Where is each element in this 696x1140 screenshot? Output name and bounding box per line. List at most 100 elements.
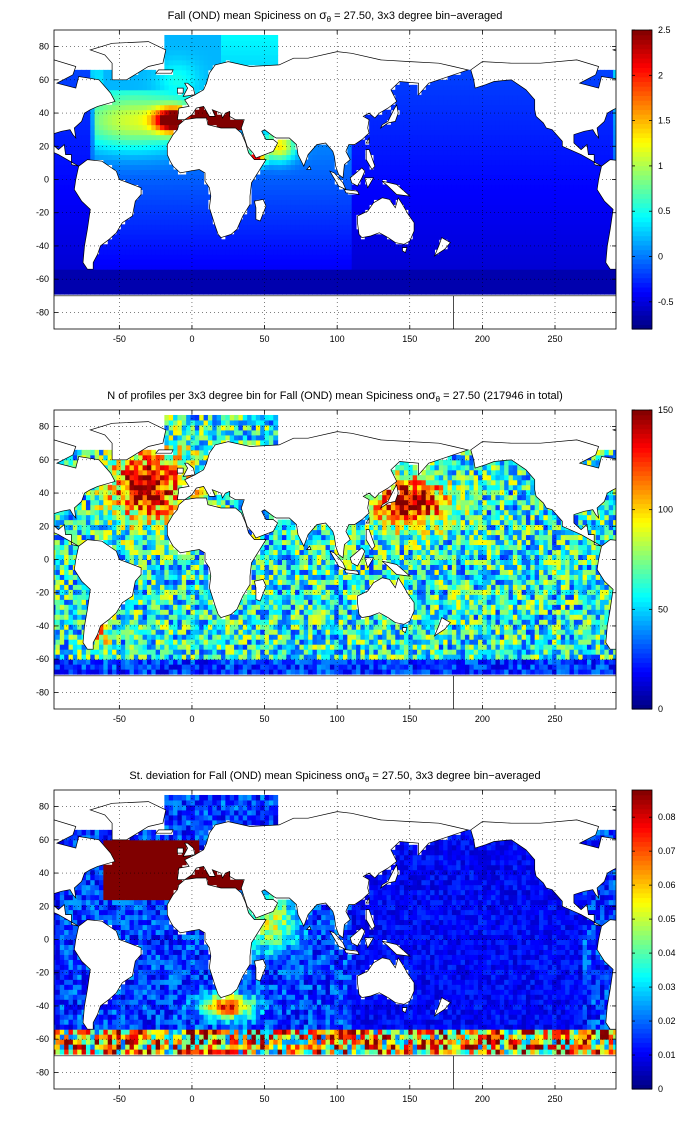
bin-cell	[456, 229, 462, 235]
bin-cell	[604, 119, 610, 126]
bin-cell	[312, 269, 318, 275]
bin-cell	[54, 164, 56, 171]
bin-cell	[512, 229, 518, 235]
bin-cell	[373, 279, 379, 285]
bin-cell	[390, 274, 396, 280]
bin-cell	[447, 214, 453, 220]
bin-cell	[464, 279, 470, 285]
bin-cell	[399, 124, 405, 131]
bin-cell	[456, 164, 462, 171]
bin-cell	[556, 144, 562, 151]
bin-cell	[399, 199, 405, 205]
bin-cell	[247, 289, 252, 295]
bin-cell	[547, 279, 553, 285]
bin-cell	[430, 109, 435, 116]
bin-cell	[617, 259, 622, 264]
bin-cell	[547, 244, 553, 250]
bin-cell	[499, 174, 505, 180]
bin-cell	[504, 184, 510, 190]
bin-cell	[539, 269, 544, 275]
bin-cell	[464, 109, 470, 116]
bin-cell	[142, 89, 148, 96]
bin-cell	[434, 79, 440, 86]
bin-cell	[54, 264, 56, 270]
bin-cell	[547, 224, 553, 230]
bin-cell	[120, 234, 126, 240]
bin-cell	[225, 239, 231, 245]
bin-cell	[221, 284, 226, 290]
bin-cell	[478, 154, 483, 161]
bin-cell	[412, 149, 418, 156]
bin-cell	[155, 159, 161, 166]
bin-cell	[430, 274, 435, 280]
bin-cell	[586, 134, 592, 141]
bin-cell	[556, 244, 562, 250]
bin-cell	[443, 289, 449, 295]
bin-cell	[72, 144, 78, 151]
bin-cell	[251, 249, 257, 255]
bin-cell	[142, 254, 148, 260]
bin-cell	[277, 144, 283, 151]
bin-cell	[582, 269, 588, 275]
bin-cell	[55, 194, 61, 200]
bin-cell	[539, 144, 544, 151]
bin-cell	[229, 54, 235, 61]
bin-cell	[386, 174, 392, 180]
bin-cell	[530, 269, 536, 275]
bin-cell	[451, 99, 457, 106]
bin-cell	[85, 274, 91, 280]
bin-cell	[99, 264, 104, 270]
bin-cell	[491, 229, 496, 235]
bin-cell	[133, 219, 139, 225]
bin-cell	[303, 159, 309, 166]
bin-cell	[469, 164, 475, 171]
bin-cell	[107, 289, 113, 295]
bin-cell	[107, 104, 113, 111]
bin-cell	[308, 274, 313, 280]
bin-cell	[539, 204, 544, 210]
bin-cell	[591, 229, 597, 235]
bin-cell	[600, 289, 605, 295]
bin-cell	[517, 269, 523, 275]
bin-cell	[151, 264, 157, 270]
bin-cell	[151, 224, 157, 230]
bin-cell	[543, 169, 549, 176]
bin-cell	[329, 239, 335, 245]
title-text-end: = 27.50, 3x3 degree bin−averaged	[331, 10, 502, 22]
bin-cell	[54, 189, 56, 195]
bin-cell	[447, 84, 453, 91]
bin-cell	[525, 124, 531, 131]
bin-cell	[107, 79, 113, 86]
bin-cell	[373, 119, 379, 126]
bin-cell	[160, 259, 165, 265]
bin-cell	[491, 194, 496, 200]
bin-cell	[168, 189, 174, 195]
bin-cell	[290, 284, 296, 290]
bin-cell	[417, 149, 422, 156]
bin-cell	[125, 224, 131, 230]
bin-cell	[377, 139, 383, 146]
bin-cell	[125, 254, 131, 260]
bin-cell	[186, 274, 192, 280]
bin-cell	[473, 164, 479, 171]
bin-cell	[408, 129, 414, 136]
bin-cell	[499, 199, 505, 205]
bin-cell	[177, 254, 183, 260]
bin-cell	[539, 119, 544, 126]
bin-cell	[482, 254, 488, 260]
bin-cell	[194, 254, 200, 260]
bin-cell	[364, 159, 370, 166]
bin-cell	[186, 284, 192, 290]
bin-cell	[469, 189, 475, 195]
bin-cell	[608, 114, 614, 121]
bin-cell	[608, 144, 614, 151]
bin-cell	[242, 229, 248, 235]
bin-cell	[199, 104, 205, 111]
bin-cell	[499, 139, 505, 146]
bin-cell	[403, 269, 409, 275]
bin-cell	[443, 204, 449, 210]
bin-cell	[77, 134, 83, 141]
bin-cell	[325, 169, 331, 176]
bin-cell	[207, 244, 213, 250]
bin-cell	[129, 274, 135, 280]
